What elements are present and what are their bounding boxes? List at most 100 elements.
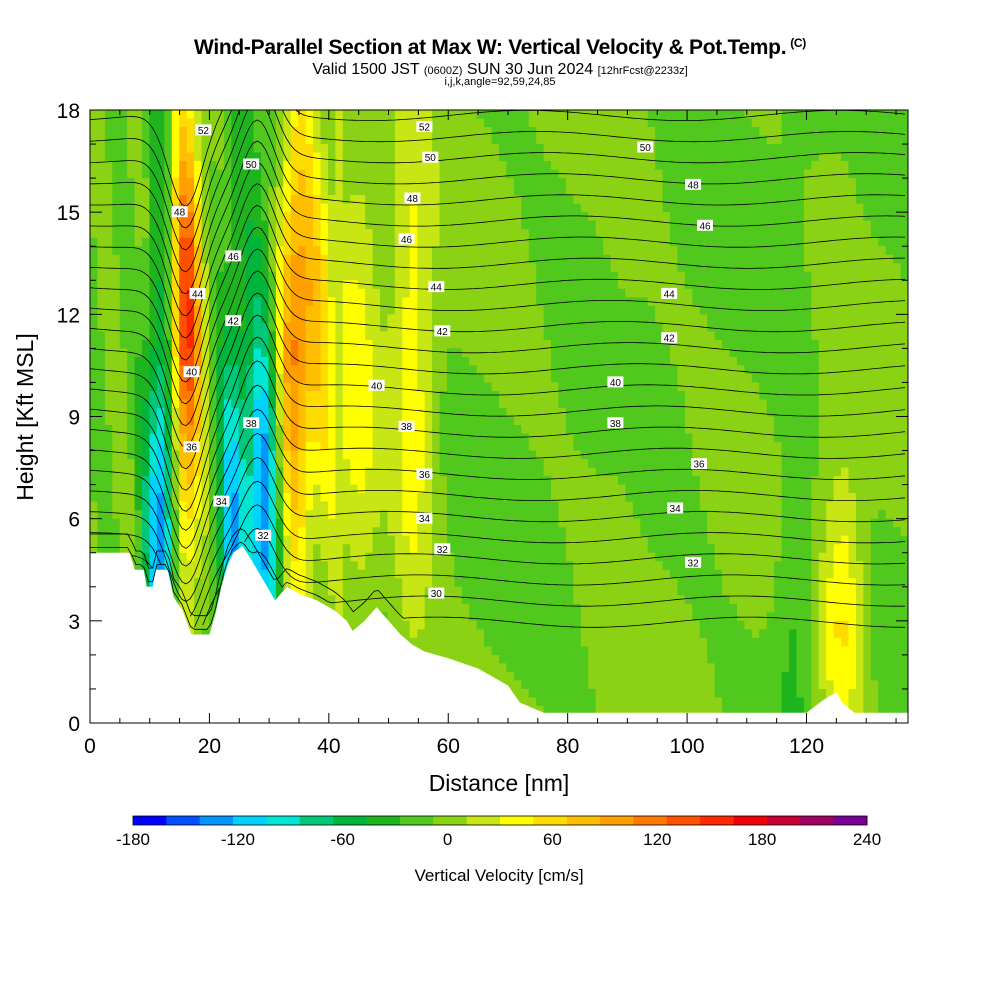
velocity-cell [201,178,210,188]
velocity-cell [327,578,336,588]
velocity-cell [142,186,151,196]
velocity-cell [484,110,493,120]
velocity-cell [506,484,515,494]
velocity-cell [506,416,515,426]
velocity-cell [580,314,589,324]
velocity-cell [194,399,203,409]
velocity-cell [342,561,351,571]
velocity-cell [580,135,589,145]
velocity-cell [551,195,560,205]
velocity-cell [484,629,493,639]
velocity-cell [342,501,351,511]
velocity-cell [216,178,225,188]
velocity-cell [491,220,500,230]
velocity-cell [402,612,411,622]
velocity-cell [365,433,374,443]
velocity-cell [380,373,389,384]
velocity-cell [298,135,307,145]
velocity-cell [313,501,322,511]
velocity-cell [424,305,433,315]
velocity-cell [194,629,203,639]
velocity-cell [134,110,143,120]
velocity-cell [186,603,195,613]
valid-prefix: Valid 1500 JST [312,61,420,78]
velocity-cell [290,144,299,154]
velocity-cell [551,569,560,579]
velocity-cell [253,552,262,562]
velocity-cell [521,637,530,647]
velocity-cell [313,416,322,426]
velocity-cell [476,373,485,384]
velocity-cell [484,212,493,222]
velocity-cell [208,484,218,494]
velocity-cell [551,552,560,562]
velocity-cell [365,595,374,605]
velocity-cell [476,322,485,332]
velocity-cell [290,501,299,511]
velocity-cell [156,425,165,435]
velocity-cell [253,144,262,154]
velocity-cell [357,501,366,511]
velocity-cell [588,637,597,647]
velocity-cell [595,348,604,358]
velocity-cell [201,161,210,171]
velocity-cell [112,229,121,239]
velocity-cell [127,212,136,222]
velocity-cell [394,552,403,562]
velocity-cell [372,305,381,315]
velocity-cell [528,416,537,426]
velocity-cell [536,254,545,264]
velocity-cell [261,254,270,264]
velocity-cell [461,493,470,503]
velocity-cell [327,135,336,145]
velocity-cell [484,229,493,239]
velocity-cell [223,297,232,307]
velocity-cell [424,450,433,460]
velocity-cell [275,467,284,477]
velocity-cell [439,203,448,213]
velocity-cell [380,118,389,128]
velocity-cell [499,620,508,630]
velocity-cell [469,365,478,375]
velocity-cell [484,612,493,622]
velocity-cell [588,442,597,452]
velocity-cell [201,331,210,341]
velocity-cell [499,501,508,511]
velocity-cell [469,612,478,622]
velocity-cell [186,493,195,503]
velocity-cell [350,161,359,171]
velocity-cell [565,186,574,196]
velocity-cell [491,263,500,273]
velocity-cell [446,561,455,571]
velocity-cell [417,203,426,213]
velocity-cell [149,484,158,494]
velocity-cell [149,373,158,384]
velocity-cell [469,118,478,128]
velocity-cell [342,356,351,367]
velocity-cell [521,339,530,349]
velocity-cell [350,518,359,528]
velocity-cell [580,127,589,137]
velocity-cell [119,169,128,179]
velocity-cell [246,552,255,562]
velocity-cell [513,637,522,647]
velocity-cell [305,110,314,120]
velocity-cell [365,195,374,205]
velocity-cell [580,203,589,213]
velocity-cell [186,348,195,358]
velocity-cell [201,620,210,630]
velocity-cell [290,322,299,332]
velocity-cell [573,254,582,264]
velocity-cell [402,501,411,511]
velocity-cell [543,390,552,401]
velocity-cell [499,186,508,196]
velocity-cell [469,620,478,630]
velocity-cell [417,407,426,418]
velocity-cell [268,476,277,486]
velocity-cell [513,654,522,664]
velocity-cell [335,603,344,613]
velocity-cell [350,390,359,401]
velocity-cell [565,331,574,341]
velocity-cell [253,195,262,205]
velocity-cell [156,552,165,562]
